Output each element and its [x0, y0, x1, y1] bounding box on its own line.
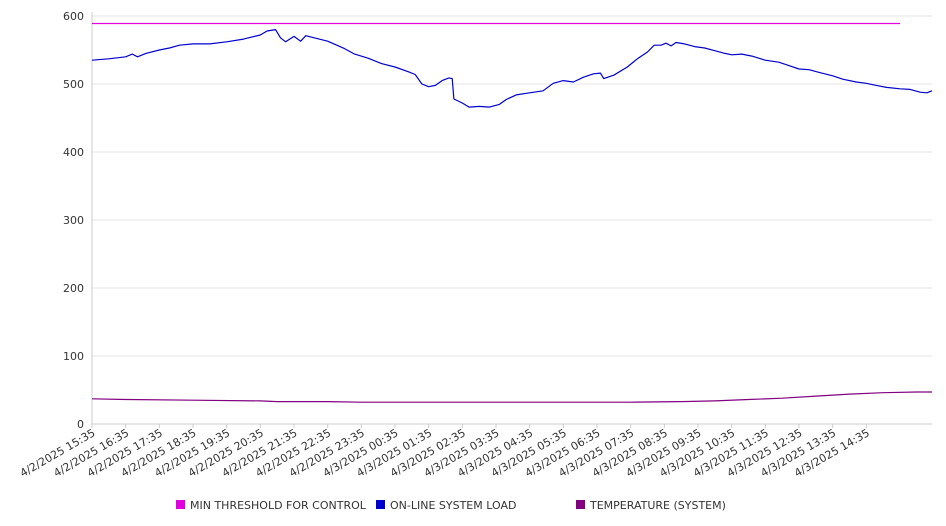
- y-tick-label: 600: [63, 10, 84, 23]
- grid-lines: [92, 15, 932, 357]
- y-tick-label: 400: [63, 146, 84, 159]
- axes: [91, 12, 932, 428]
- legend-item: MIN THRESHOLD FOR CONTROL: [176, 499, 367, 512]
- legend-swatch: [376, 500, 385, 509]
- legend-item: TEMPERATURE (SYSTEM): [576, 499, 726, 512]
- legend: MIN THRESHOLD FOR CONTROL ON-LINE SYSTEM …: [176, 499, 726, 512]
- legend-swatch: [176, 500, 185, 509]
- series-lines: [91, 22, 933, 403]
- y-tick-label: 200: [63, 282, 84, 295]
- series-line-1: [91, 29, 933, 108]
- legend-swatch: [576, 500, 585, 509]
- y-axis-tick-labels: 0 100 200 300 400 500 600: [63, 10, 84, 431]
- x-axis-tick-labels: 4/2/2025 15:354/2/2025 16:354/2/2025 17:…: [18, 426, 872, 480]
- legend-label: TEMPERATURE (SYSTEM): [589, 499, 726, 512]
- y-tick-label: 500: [63, 78, 84, 91]
- legend-label: MIN THRESHOLD FOR CONTROL: [190, 499, 367, 512]
- y-tick-label: 300: [63, 214, 84, 227]
- series-line-2: [91, 391, 932, 403]
- y-tick-label: 0: [77, 418, 84, 431]
- legend-label: ON-LINE SYSTEM LOAD: [390, 499, 516, 512]
- legend-item: ON-LINE SYSTEM LOAD: [376, 499, 516, 512]
- y-tick-label: 100: [63, 350, 84, 363]
